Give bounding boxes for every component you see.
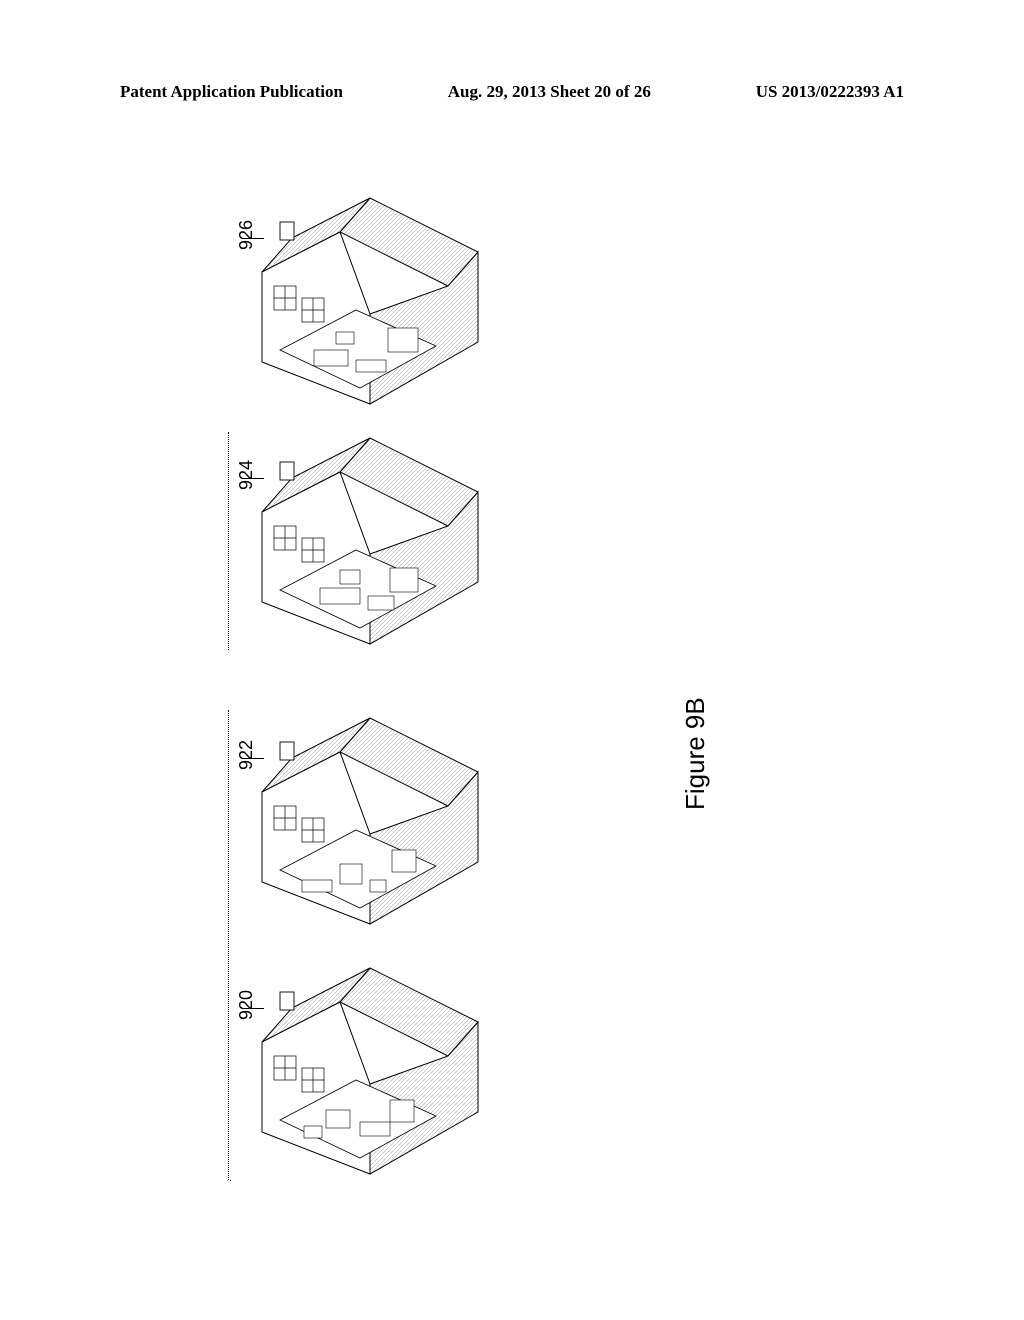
- ref-922-leader: [242, 758, 264, 759]
- panel-922: 922: [240, 710, 500, 930]
- figure-9b-region: 920 922: [140, 170, 820, 1190]
- ref-924-label: 924: [236, 460, 257, 490]
- house-iso-icon: [240, 190, 500, 410]
- house-iso-icon: [240, 710, 500, 930]
- bracket-line-1: [228, 710, 229, 1180]
- ref-920-leader: [242, 1008, 264, 1009]
- figure-caption: Figure 9B: [680, 697, 711, 810]
- ref-924-leader: [242, 478, 264, 479]
- header-pub-number: US 2013/0222393 A1: [756, 82, 904, 102]
- panel-926: 926: [240, 190, 500, 410]
- ref-920-label: 920: [236, 990, 257, 1020]
- panel-924: 924: [240, 430, 500, 650]
- panel-920: 920: [240, 960, 500, 1180]
- ref-926-label: 926: [236, 220, 257, 250]
- bracket-line-2: [228, 432, 229, 650]
- ref-926-leader: [242, 238, 264, 239]
- house-iso-icon: [240, 430, 500, 650]
- header-date-sheet: Aug. 29, 2013 Sheet 20 of 26: [448, 82, 651, 102]
- header-publication: Patent Application Publication: [120, 82, 343, 102]
- page-header: Patent Application Publication Aug. 29, …: [120, 82, 904, 102]
- ref-922-label: 922: [236, 740, 257, 770]
- group-bracket-1: [230, 1180, 231, 1181]
- house-iso-icon: [240, 960, 500, 1180]
